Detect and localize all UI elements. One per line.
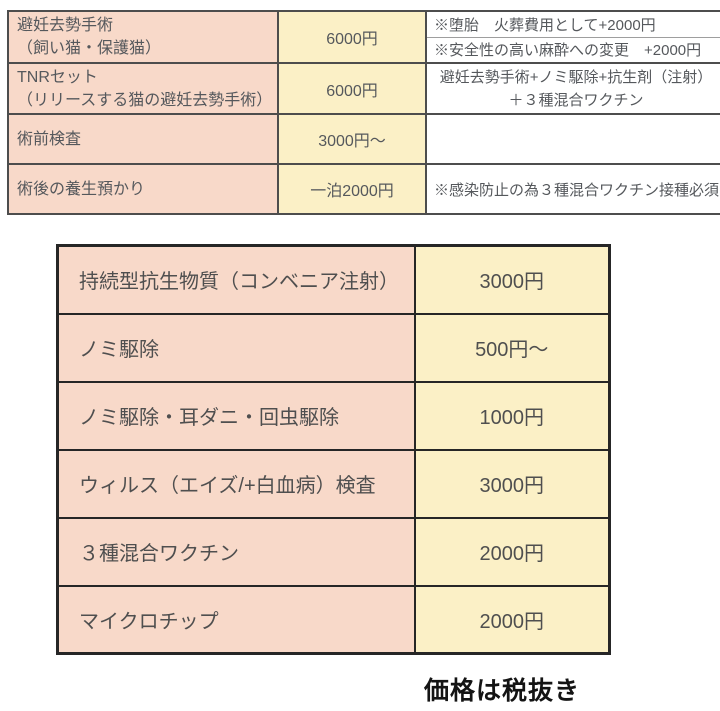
service-subtext: （リリースする猫の避妊去勢手術） (17, 91, 273, 109)
service-cell: マイクロチップ (56, 584, 416, 655)
service-cell: 術後の養生預かり (7, 163, 279, 215)
service-name: 術後の養生預かり (17, 180, 146, 198)
notes-cell: 避妊去勢手術+ノミ駆除+抗生剤（注射） ＋３種混合ワクチン (425, 62, 720, 115)
notes-cell: ※感染防止の為３種混合ワクチン接種必須 (425, 163, 720, 215)
table-row: ノミ駆除・耳ダニ・回虫駆除 1000円 (56, 380, 611, 451)
table-row: マイクロチップ 2000円 (56, 584, 611, 655)
service-name: TNRセット (17, 68, 98, 86)
note-line: ＋３種混合ワクチン (508, 91, 644, 109)
table-row: ウィルス（エイズ/+白血病）検査 3000円 (56, 448, 611, 519)
price-cell: 6000円 (277, 10, 427, 64)
service-cell: ウィルス（エイズ/+白血病）検査 (56, 448, 416, 519)
notes-cell (425, 113, 720, 165)
price-cell: 1000円 (413, 380, 611, 451)
price-cell: 3000円〜 (277, 113, 427, 165)
service-cell: TNRセット （リリースする猫の避妊去勢手術） (7, 62, 279, 115)
service-cell: ノミ駆除・耳ダニ・回虫駆除 (56, 380, 416, 451)
table-row: TNRセット （リリースする猫の避妊去勢手術） 6000円 避妊去勢手術+ノミ駆… (7, 62, 720, 115)
price-cell: 500円〜 (413, 312, 611, 383)
options-price-table: 持続型抗生物質（コンベニア注射） 3000円 ノミ駆除 500円〜 ノミ駆除・耳… (56, 244, 611, 655)
price-cell: 一泊2000円 (277, 163, 427, 215)
service-cell: 持続型抗生物質（コンベニア注射） (56, 244, 416, 315)
table-row: 術前検査 3000円〜 (7, 113, 720, 165)
note-line: 避妊去勢手術+ノミ駆除+抗生剤（注射） (439, 68, 713, 86)
table-row: 術後の養生預かり 一泊2000円 ※感染防止の為３種混合ワクチン接種必須 (7, 163, 720, 215)
tax-exclusion-note: 価格は税抜き (424, 676, 581, 705)
price-cell: 2000円 (413, 584, 611, 655)
note-line: ※感染防止の為３種混合ワクチン接種必須 (434, 181, 720, 199)
price-cell: 2000円 (413, 516, 611, 587)
notes-cell: ※堕胎 火葬費用として+2000円 ※安全性の高い麻酔への変更 +2000円 (425, 10, 720, 64)
service-cell: ３種混合ワクチン (56, 516, 416, 587)
table-row: ノミ駆除 500円〜 (56, 312, 611, 383)
service-name: 術前検査 (17, 130, 82, 148)
price-cell: 3000円 (413, 244, 611, 315)
service-subtext: （飼い猫・保護猫） (17, 40, 162, 57)
service-cell: 避妊去勢手術 （飼い猫・保護猫） (7, 10, 279, 64)
service-cell: ノミ駆除 (56, 312, 416, 383)
table-row: ３種混合ワクチン 2000円 (56, 516, 611, 587)
price-cell: 3000円 (413, 448, 611, 519)
price-cell: 6000円 (277, 62, 427, 115)
table-row: 避妊去勢手術 （飼い猫・保護猫） 6000円 ※堕胎 火葬費用として+2000円… (7, 10, 720, 64)
surgery-price-table: 避妊去勢手術 （飼い猫・保護猫） 6000円 ※堕胎 火葬費用として+2000円… (7, 10, 720, 215)
note-line: ※堕胎 火葬費用として+2000円 (427, 13, 720, 38)
note-line: ※安全性の高い麻酔への変更 +2000円 (434, 41, 702, 59)
service-name: 避妊去勢手術 (17, 17, 114, 34)
service-cell: 術前検査 (7, 113, 279, 165)
table-row: 持続型抗生物質（コンベニア注射） 3000円 (56, 244, 611, 315)
